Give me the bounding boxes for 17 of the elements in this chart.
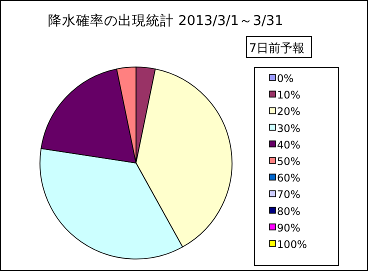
chart-title: 降水確率の出現統計 2013/3/1～3/31: [48, 13, 284, 29]
legend-label: 20%: [277, 106, 300, 118]
pie-slice: [116, 66, 136, 164]
pie-slice: [40, 68, 136, 164]
legend-label: 60%: [277, 172, 300, 185]
legend-label: 90%: [277, 222, 300, 234]
legend-label: 80%: [277, 206, 300, 218]
legend-label: 30%: [277, 122, 300, 135]
pie-slice: [136, 68, 232, 248]
legend-label: 0%: [277, 73, 294, 85]
legend-label: 70%: [277, 189, 300, 202]
pie-slice: [40, 148, 183, 260]
legend-label: 100%: [277, 239, 308, 251]
legend-title: 7日前予報: [249, 41, 305, 55]
legend-label: 40%: [277, 139, 300, 152]
legend-label: 10%: [277, 90, 300, 102]
legend-label: 50%: [277, 156, 300, 168]
